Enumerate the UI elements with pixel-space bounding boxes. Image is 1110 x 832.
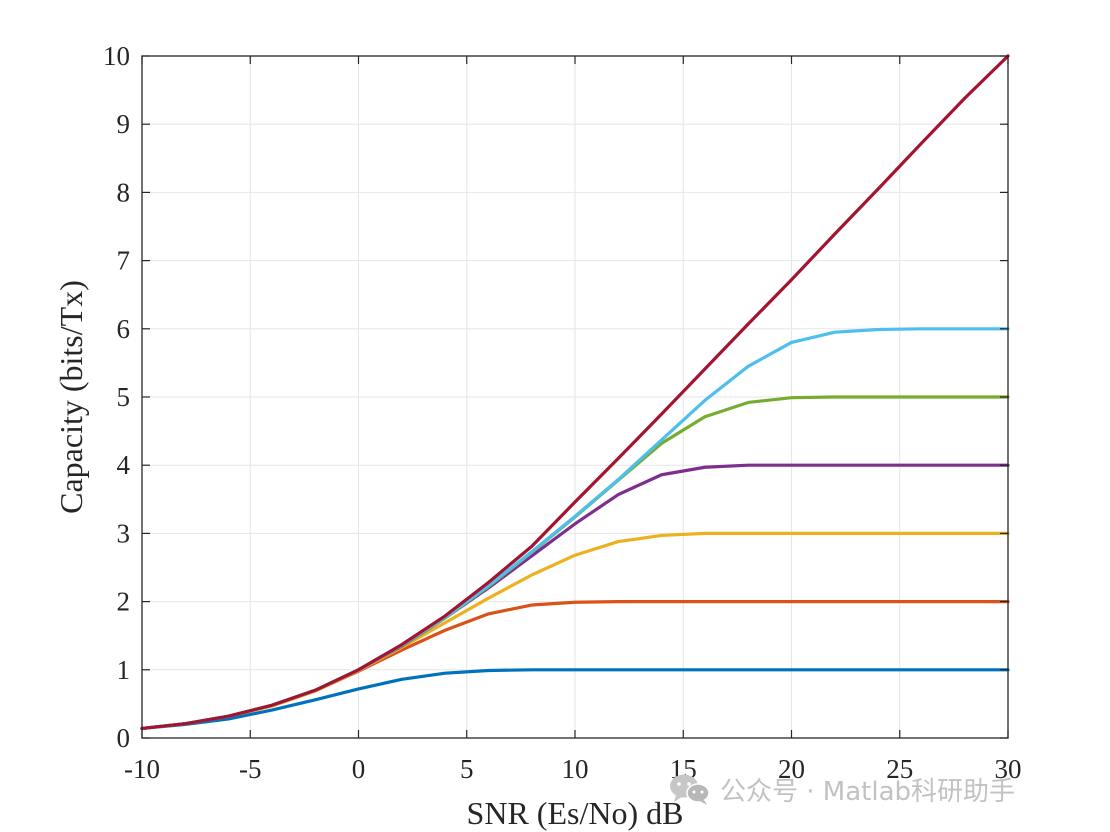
y-tick-label: 7 (117, 246, 131, 276)
y-tick-label: 9 (117, 109, 131, 139)
y-tick-label: 5 (117, 382, 131, 412)
y-tick-label: 6 (117, 314, 131, 344)
x-tick-label: -10 (124, 754, 160, 784)
wechat-icon (668, 772, 712, 806)
y-tick-label: 2 (117, 587, 131, 617)
y-tick-label: 0 (117, 723, 131, 753)
y-tick-label: 4 (117, 450, 131, 480)
series-line-7 (140, 54, 1010, 731)
x-tick-label: 20 (778, 754, 805, 784)
y-tick-label: 1 (117, 655, 131, 685)
watermark: 公众号 · Matlab科研助手 (668, 766, 1015, 812)
watermark-text: 公众号 · Matlab科研助手 (720, 776, 1016, 807)
x-tick-label: 0 (352, 754, 366, 784)
x-tick-label: 10 (562, 754, 589, 784)
y-tick-label: 10 (103, 41, 130, 71)
series-group (140, 54, 1010, 731)
x-tick-label: 30 (995, 754, 1022, 784)
x-axis-label: SNR (Es/No) dB (467, 795, 684, 831)
series-line-1 (140, 668, 1010, 731)
x-tick-label: 25 (886, 754, 913, 784)
y-tick-label: 8 (117, 177, 131, 207)
x-tick-label: -5 (239, 754, 262, 784)
y-axis-label: Capacity (bits/Tx) (53, 280, 89, 514)
ticks (141, 55, 1009, 739)
y-tick-label: 3 (117, 518, 131, 548)
x-tick-label: 5 (460, 754, 474, 784)
